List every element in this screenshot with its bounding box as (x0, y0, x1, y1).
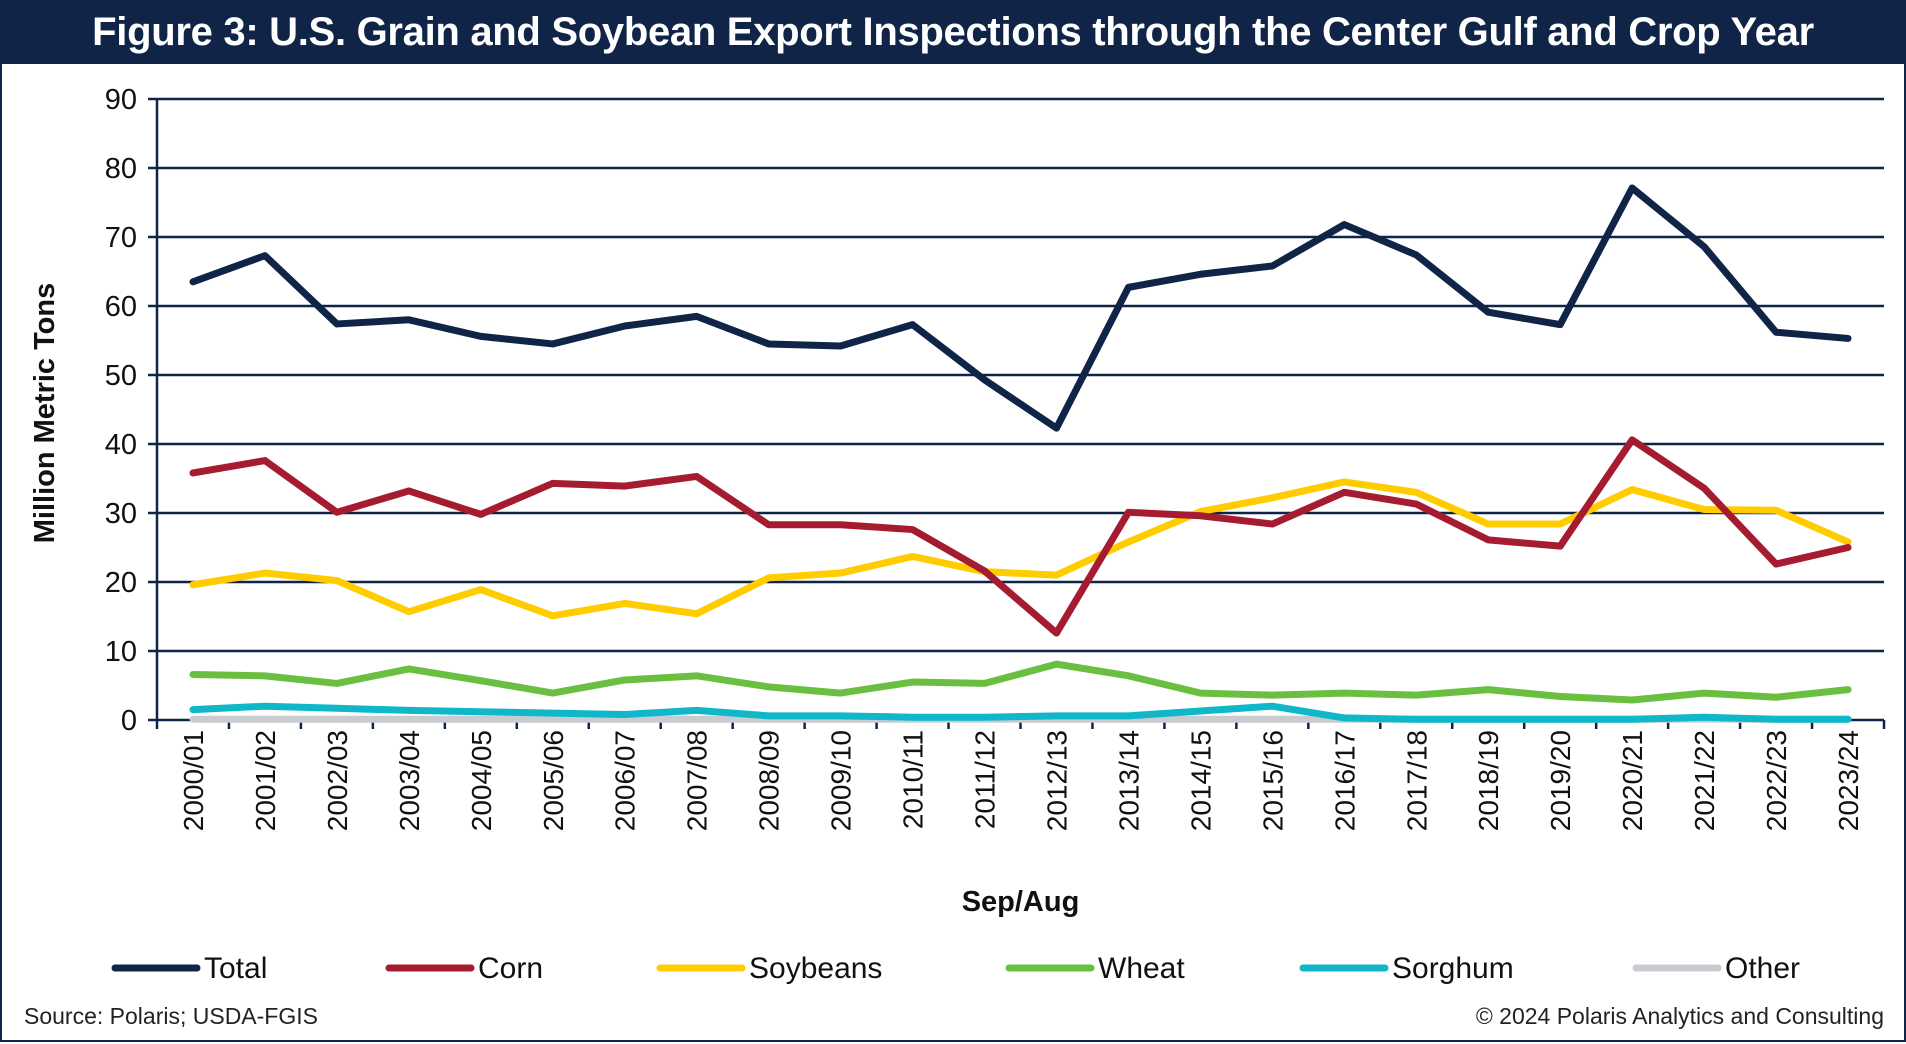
x-tick-label: 2006/07 (610, 730, 641, 831)
legend-label-corn: Corn (478, 952, 543, 985)
x-tick-label: 2020/21 (1617, 730, 1648, 831)
y-axis-title: Million Metric Tons (29, 283, 61, 543)
x-tick-label: 2009/10 (826, 730, 857, 831)
x-tick-label: 2015/16 (1257, 730, 1288, 831)
x-tick-label: 2022/23 (1761, 730, 1792, 831)
x-tick-label: 2007/08 (682, 730, 713, 831)
series-line-sorghum (189, 702, 1852, 723)
y-tick-label: 0 (121, 705, 137, 737)
x-tick-label: 2008/09 (754, 730, 785, 831)
legend-label-other: Other (1725, 952, 1800, 985)
y-tick-label: 40 (105, 429, 137, 461)
y-tick-label: 50 (105, 360, 137, 392)
series-line-total (189, 184, 1852, 432)
x-axis-title: Sep/Aug (962, 886, 1080, 918)
x-tick-label: 2000/01 (178, 730, 209, 831)
y-tick-label: 10 (105, 636, 137, 668)
x-tick-label: 2001/02 (250, 730, 281, 831)
series-line-soybeans (189, 478, 1852, 620)
x-tick-label: 2005/06 (538, 730, 569, 831)
y-tick-label: 30 (105, 498, 137, 530)
legend-label-wheat: Wheat (1098, 952, 1185, 985)
legend-label-total: Total (204, 952, 267, 985)
series-line-wheat (189, 660, 1852, 704)
x-tick-label: 2019/20 (1545, 730, 1576, 831)
x-tick-label: 2012/13 (1041, 730, 1072, 831)
x-tick-label: 2004/05 (466, 730, 497, 831)
x-tick-label: 2013/14 (1113, 730, 1144, 831)
x-tick-label: 2023/24 (1833, 730, 1864, 831)
x-tick-label: 2003/04 (394, 730, 425, 831)
series-line-corn (189, 436, 1852, 637)
x-tick-label: 2016/17 (1329, 730, 1360, 831)
x-tick-label: 2021/22 (1689, 730, 1720, 831)
y-tick-label: 80 (105, 153, 137, 185)
y-tick-label: 60 (105, 291, 137, 323)
y-tick-label: 90 (105, 84, 137, 116)
x-tick-label: 2010/11 (898, 730, 929, 829)
legend-label-sorghum: Sorghum (1392, 952, 1514, 985)
x-tick-label: 2018/19 (1473, 730, 1504, 831)
y-tick-label: 70 (105, 222, 137, 254)
x-tick-label: 2011/12 (970, 730, 1001, 829)
copyright-note: © 2024 Polaris Analytics and Consulting (1475, 1003, 1884, 1029)
x-tick-label: 2002/03 (322, 730, 353, 831)
source-note: Source: Polaris; USDA-FGIS (24, 1003, 318, 1029)
x-tick-label: 2017/18 (1401, 730, 1432, 831)
chart-title: Figure 3: U.S. Grain and Soybean Export … (0, 0, 1906, 64)
y-tick-label: 20 (105, 567, 137, 599)
x-tick-label: 2014/15 (1185, 730, 1216, 831)
legend-label-soybeans: Soybeans (749, 952, 882, 985)
